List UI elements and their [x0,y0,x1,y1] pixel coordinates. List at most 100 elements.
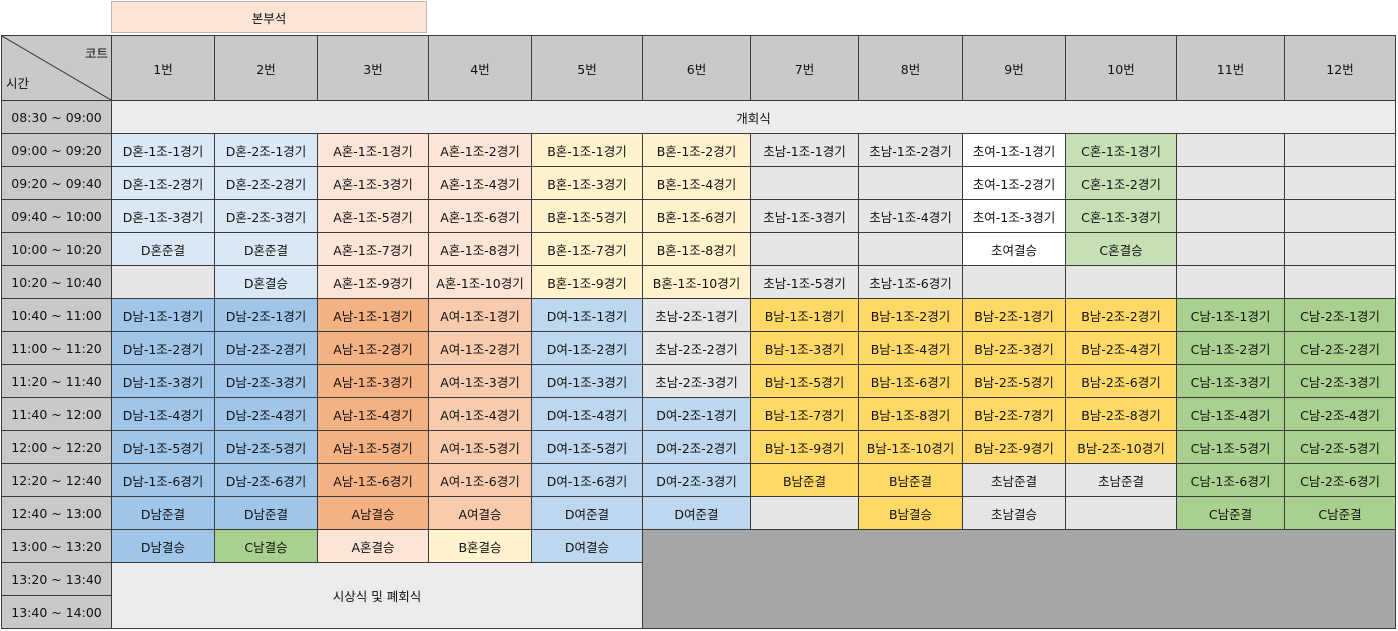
schedule-row: 10:00 ~ 10:20 D혼준결 D혼준결 A혼-1조-7경기 A혼-1조-… [1,232,1396,266]
match-cell: B남-1조-5경기 [750,364,859,398]
match-cell: D여-1조-1경기 [531,298,643,332]
match-cell [1065,496,1177,530]
time-slot: 11:40 ~ 12:00 [1,397,112,431]
match-cell: B혼-1조-6경기 [642,199,751,233]
schedule-row: 11:20 ~ 11:40 D남-1조-3경기 D남-2조-3경기 A남-1조-… [1,364,1396,398]
court-header: 10번 [1065,35,1177,101]
match-cell: D여결승 [531,529,643,563]
schedule-row: 09:20 ~ 09:40 D혼-1조-2경기 D혼-2조-2경기 A혼-1조-… [1,166,1396,200]
schedule-table: 코트 시간 1번 2번 3번 4번 5번 6번 7번 8번 9번 10번 11번… [1,35,1396,629]
match-cell: D남-1조-1경기 [111,298,215,332]
match-cell: B남-2조-3경기 [962,331,1066,365]
match-cell: 초남결승 [962,496,1066,530]
match-cell: B혼-1조-3경기 [531,166,643,200]
match-cell [750,166,859,200]
unused-area [642,529,1396,629]
court-header: 3번 [317,35,429,101]
time-slot: 11:00 ~ 11:20 [1,331,112,365]
match-cell: 초남-1조-2경기 [858,133,963,167]
match-cell: D여-1조-5경기 [531,430,643,464]
match-cell: 초남-1조-4경기 [858,199,963,233]
match-cell: A혼-1조-1경기 [317,133,429,167]
schedule-row: 13:20 ~ 13:40 시상식 및 폐회식 [1,562,1396,629]
match-cell: D여-2조-2경기 [642,430,751,464]
match-cell: B혼-1조-2경기 [642,133,751,167]
match-cell: B혼-1조-5경기 [531,199,643,233]
match-cell: A혼결승 [317,529,429,563]
match-cell: D혼-2조-3경기 [214,199,318,233]
match-cell: A여-1조-2경기 [428,331,532,365]
court-header: 4번 [428,35,532,101]
match-cell: D혼-1조-3경기 [111,199,215,233]
match-cell: A남-1조-4경기 [317,397,429,431]
match-cell: A혼-1조-6경기 [428,199,532,233]
court-header: 5번 [531,35,643,101]
match-cell: D혼-1조-2경기 [111,166,215,200]
match-cell: D여-1조-6경기 [531,463,643,497]
match-cell: D남-1조-3경기 [111,364,215,398]
match-cell: D남-2조-3경기 [214,364,318,398]
match-cell: C남결승 [214,529,318,563]
opening-ceremony-cell: 개회식 [111,100,1396,134]
match-cell [962,265,1066,299]
match-cell: B혼-1조-1경기 [531,133,643,167]
match-cell: C남-2조-4경기 [1284,397,1396,431]
match-cell: B남-2조-4경기 [1065,331,1177,365]
match-cell: D여-1조-4경기 [531,397,643,431]
schedule-row: 08:30 ~ 09:00 개회식 [1,100,1396,134]
match-cell [1176,166,1285,200]
match-cell: A여-1조-1경기 [428,298,532,332]
match-cell: B남-2조-9경기 [962,430,1066,464]
match-cell: D여-2조-1경기 [642,397,751,431]
match-cell: C남-2조-5경기 [1284,430,1396,464]
match-cell: B남-2조-1경기 [962,298,1066,332]
schedule-row: 12:00 ~ 12:20 D남-1조-5경기 D남-2조-5경기 A남-1조-… [1,430,1396,464]
match-cell: A남-1조-1경기 [317,298,429,332]
court-header: 9번 [962,35,1066,101]
match-cell: C남-1조-4경기 [1176,397,1285,431]
time-slot: 08:30 ~ 09:00 [1,100,112,134]
match-cell: C남준결 [1176,496,1285,530]
match-cell: 초여-1조-2경기 [962,166,1066,200]
time-slot: 12:40 ~ 13:00 [1,496,112,530]
match-cell: B남-1조-6경기 [858,364,963,398]
match-cell: B남-1조-7경기 [750,397,859,431]
match-cell [1176,199,1285,233]
match-cell: A남-1조-2경기 [317,331,429,365]
match-cell: A여-1조-4경기 [428,397,532,431]
match-cell: A혼-1조-2경기 [428,133,532,167]
match-cell [1284,232,1396,266]
court-axis-label: 코트 [84,46,108,61]
match-cell: 초여결승 [962,232,1066,266]
match-cell: 초남준결 [1065,463,1177,497]
header-row: 코트 시간 1번 2번 3번 4번 5번 6번 7번 8번 9번 10번 11번… [1,35,1396,101]
match-cell [1176,133,1285,167]
match-cell: D남준결 [214,496,318,530]
match-cell: B남-2조-7경기 [962,397,1066,431]
match-cell: 초남-2조-3경기 [642,364,751,398]
match-cell: B남준결 [858,463,963,497]
match-cell: C남-1조-2경기 [1176,331,1285,365]
time-slot: 13:00 ~ 13:20 [1,529,112,563]
match-cell: B남-1조-1경기 [750,298,859,332]
match-cell: A혼-1조-3경기 [317,166,429,200]
match-cell: B남결승 [858,496,963,530]
schedule-row: 09:00 ~ 09:20 D혼-1조-1경기 D혼-2조-1경기 A혼-1조-… [1,133,1396,167]
match-cell: B남-2조-5경기 [962,364,1066,398]
match-cell: B남-1조-3경기 [750,331,859,365]
match-cell [1284,265,1396,299]
time-slot: 10:20 ~ 10:40 [1,265,112,299]
match-cell: D남-2조-6경기 [214,463,318,497]
match-cell: C남준결 [1284,496,1396,530]
match-cell: 초남-1조-5경기 [750,265,859,299]
match-cell: B남-2조-2경기 [1065,298,1177,332]
match-cell: C혼-1조-2경기 [1065,166,1177,200]
match-cell: B남-2조-6경기 [1065,364,1177,398]
court-header: 11번 [1176,35,1285,101]
match-cell: A혼-1조-7경기 [317,232,429,266]
match-cell: D남-2조-1경기 [214,298,318,332]
schedule-row: 11:40 ~ 12:00 D남-1조-4경기 D남-2조-4경기 A남-1조-… [1,397,1396,431]
schedule-row: 12:40 ~ 13:00 D남준결 D남준결 A남결승 A여결승 D여준결 D… [1,496,1396,530]
match-cell: C남-1조-5경기 [1176,430,1285,464]
match-cell: D남준결 [111,496,215,530]
